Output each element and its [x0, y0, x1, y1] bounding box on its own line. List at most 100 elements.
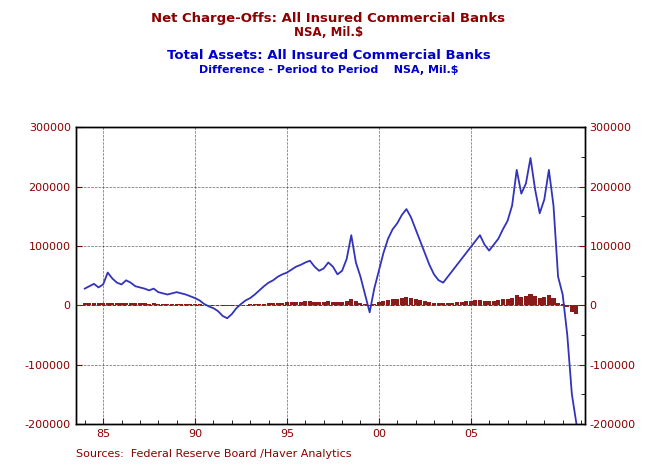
Bar — [377, 302, 381, 305]
Bar — [322, 302, 326, 305]
Bar — [373, 304, 376, 305]
Text: NSA, Mil.$: NSA, Mil.$ — [294, 26, 363, 39]
Bar — [501, 300, 505, 305]
Bar — [478, 300, 482, 305]
Bar — [248, 304, 252, 305]
Bar — [110, 303, 114, 305]
Bar — [354, 301, 358, 305]
Bar — [138, 303, 142, 305]
Bar — [510, 298, 514, 305]
Bar — [253, 304, 257, 305]
Text: Sources:  Federal Reserve Board /Haver Analytics: Sources: Federal Reserve Board /Haver An… — [76, 449, 351, 459]
Bar — [482, 300, 487, 305]
Bar — [271, 303, 275, 305]
Bar — [281, 302, 284, 305]
Bar — [221, 305, 225, 306]
Bar — [87, 303, 91, 305]
Text: Total Assets: All Insured Commercial Banks: Total Assets: All Insured Commercial Ban… — [167, 49, 490, 63]
Text: Difference - Period to Period    NSA, Mil.$: Difference - Period to Period NSA, Mil.$ — [199, 65, 458, 75]
Bar — [400, 298, 404, 305]
Bar — [473, 300, 478, 305]
Bar — [551, 298, 556, 305]
Bar — [391, 299, 395, 305]
Bar — [359, 302, 363, 305]
Bar — [496, 300, 501, 305]
Bar — [396, 299, 399, 305]
Bar — [166, 304, 170, 305]
Bar — [405, 298, 409, 305]
Bar — [428, 302, 432, 305]
Bar — [198, 304, 202, 305]
Bar — [491, 300, 496, 305]
Bar — [120, 302, 124, 305]
Bar — [423, 301, 427, 305]
Bar — [258, 304, 261, 305]
Bar — [409, 298, 413, 305]
Bar — [97, 303, 101, 305]
Bar — [537, 298, 542, 305]
Bar — [327, 301, 330, 305]
Bar — [560, 304, 565, 305]
Bar — [445, 303, 450, 305]
Bar — [331, 302, 335, 305]
Bar — [524, 296, 528, 305]
Bar — [450, 302, 455, 305]
Bar — [350, 299, 353, 305]
Bar — [436, 303, 441, 305]
Bar — [441, 303, 445, 305]
Bar — [542, 297, 547, 305]
Bar — [533, 296, 537, 305]
Bar — [556, 303, 560, 305]
Bar — [317, 302, 321, 305]
Bar — [313, 301, 317, 305]
Bar — [304, 301, 307, 305]
Bar — [414, 299, 418, 305]
Bar — [83, 303, 87, 305]
Bar — [124, 303, 128, 305]
Text: Net Charge-Offs: All Insured Commercial Banks: Net Charge-Offs: All Insured Commercial … — [151, 12, 506, 25]
Bar — [276, 303, 280, 305]
Bar — [285, 302, 289, 305]
Bar — [432, 303, 436, 305]
Bar — [225, 305, 229, 306]
Bar — [386, 300, 390, 305]
Bar — [299, 301, 303, 305]
Bar — [193, 304, 197, 305]
Bar — [101, 303, 105, 305]
Bar — [170, 304, 174, 305]
Bar — [161, 304, 165, 305]
Bar — [184, 304, 188, 305]
Bar — [290, 302, 294, 305]
Bar — [267, 303, 271, 305]
Bar — [519, 297, 524, 305]
Bar — [152, 303, 156, 305]
Bar — [262, 303, 266, 305]
Bar — [505, 299, 510, 305]
Bar — [294, 302, 298, 305]
Bar — [455, 302, 459, 305]
Bar — [565, 305, 569, 308]
Bar — [528, 294, 533, 305]
Bar — [133, 303, 137, 305]
Bar — [514, 295, 519, 305]
Bar — [336, 302, 340, 305]
Bar — [129, 303, 133, 305]
Bar — [147, 303, 151, 305]
Bar — [143, 303, 147, 305]
Bar — [574, 305, 578, 314]
Bar — [382, 301, 386, 305]
Bar — [340, 302, 344, 305]
Bar — [345, 301, 349, 305]
Bar — [468, 301, 473, 305]
Bar — [419, 300, 422, 305]
Bar — [547, 295, 551, 305]
Bar — [92, 303, 96, 305]
Bar — [179, 304, 183, 305]
Bar — [175, 303, 179, 305]
Bar — [156, 303, 160, 305]
Bar — [487, 301, 491, 305]
Bar — [308, 301, 312, 305]
Bar — [106, 303, 110, 305]
Bar — [464, 301, 468, 305]
Bar — [115, 303, 119, 305]
